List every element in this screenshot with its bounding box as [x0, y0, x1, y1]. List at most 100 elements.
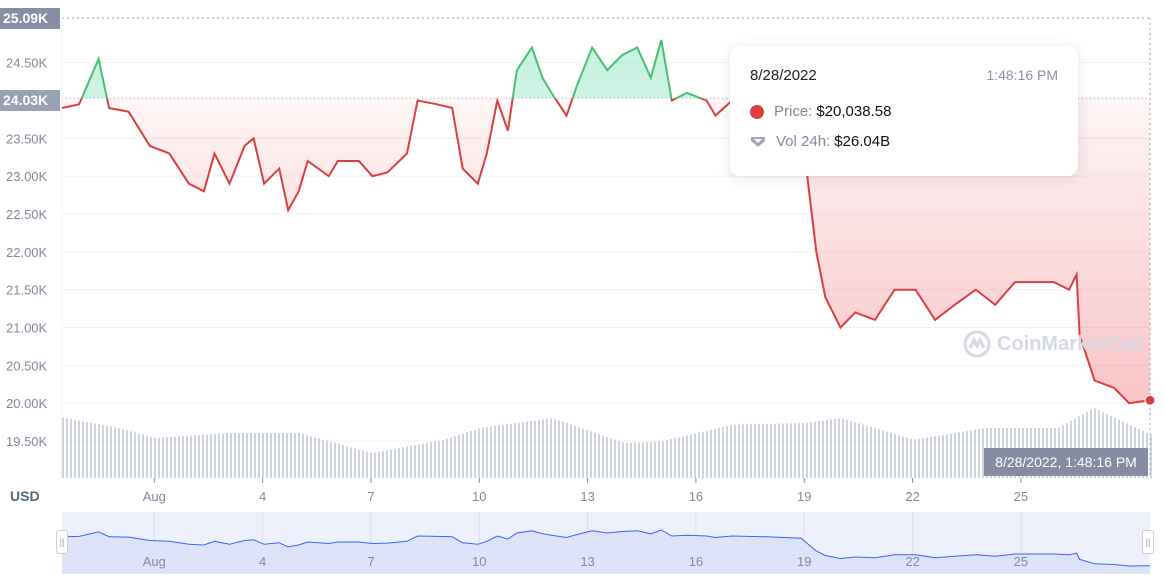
volume-bar	[670, 438, 672, 478]
volume-bar	[526, 421, 528, 478]
volume-bar	[874, 428, 876, 478]
navigator-tick-label: 19	[797, 554, 811, 569]
volume-bar	[114, 427, 116, 478]
tooltip: 8/28/2022 1:48:16 PM Price: $20,038.58 V…	[730, 46, 1078, 176]
volume-bar	[338, 443, 340, 478]
volume-bar	[150, 436, 152, 478]
volume-bar	[618, 441, 620, 478]
volume-bar	[314, 437, 316, 478]
volume-bar	[250, 433, 252, 478]
volume-bar	[654, 441, 656, 478]
volume-bar	[650, 441, 652, 478]
volume-bar	[298, 433, 300, 478]
volume-bar	[882, 430, 884, 478]
volume-bar	[346, 446, 348, 478]
tooltip-volume-row: Vol 24h: $26.04B	[750, 133, 890, 150]
volume-bar	[538, 419, 540, 478]
volume-bar	[958, 432, 960, 478]
y-tick-label: 23.50K	[6, 131, 48, 146]
volume-bar	[846, 419, 848, 478]
volume-bar	[714, 428, 716, 478]
volume-bar	[470, 430, 472, 478]
volume-bar	[546, 418, 548, 478]
navigator-tick-label: 4	[259, 554, 266, 569]
coinmarketcap-logo-icon	[963, 330, 991, 358]
volume-bar	[578, 427, 580, 478]
navigator-right-handle[interactable]: ||	[1142, 530, 1154, 554]
volume-bar	[214, 433, 216, 478]
volume-label: Vol 24h:	[776, 133, 831, 150]
volume-bar	[386, 450, 388, 478]
volume-bar	[474, 429, 476, 478]
volume-bar	[118, 427, 120, 478]
volume-bar	[294, 433, 296, 478]
volume-bar	[974, 429, 976, 478]
navigator-left-handle[interactable]: ||	[56, 530, 68, 554]
volume-bar	[486, 427, 488, 478]
volume-bar	[514, 423, 516, 478]
y-tick-label: 21.00K	[6, 320, 48, 335]
volume-bar	[410, 445, 412, 478]
volume-bar	[530, 420, 532, 478]
y-max-label: 25.09K	[0, 8, 60, 29]
volume-bar	[694, 433, 696, 478]
volume-bar	[390, 449, 392, 478]
x-tick-label: 25	[1014, 489, 1028, 504]
navigator-line	[61, 529, 1151, 567]
volume-bar	[834, 418, 836, 478]
volume-bar	[174, 436, 176, 478]
tooltip-price-row: Price: $20,038.58	[750, 103, 891, 120]
y-tick-label: 23.00K	[6, 169, 48, 184]
volume-bar	[890, 432, 892, 478]
volume-bar	[870, 426, 872, 478]
volume-bar	[262, 433, 264, 478]
volume-bar	[190, 435, 192, 478]
volume-bar	[666, 439, 668, 478]
volume-bar	[146, 435, 148, 478]
volume-bar	[362, 450, 364, 478]
volume-bar	[134, 432, 136, 478]
volume-shield-icon	[751, 136, 765, 147]
volume-bar	[90, 422, 92, 478]
volume-bar	[858, 423, 860, 478]
volume-bar	[586, 429, 588, 478]
volume-bar	[398, 448, 400, 478]
volume-bar	[494, 425, 496, 478]
volume-bar	[394, 448, 396, 478]
volume-bar	[830, 419, 832, 478]
volume-bar	[722, 426, 724, 478]
volume-bar	[1114, 417, 1116, 478]
volume-bar	[1150, 434, 1152, 478]
volume-bar	[506, 424, 508, 478]
volume-bar	[366, 451, 368, 478]
x-tick-label: 19	[797, 489, 811, 504]
volume-bar	[510, 423, 512, 478]
volume-bar	[706, 430, 708, 478]
volume-bar	[490, 426, 492, 478]
volume-bar	[74, 419, 76, 478]
volume-bar	[574, 425, 576, 478]
volume-bar	[322, 439, 324, 478]
volume-bar	[334, 442, 336, 478]
volume-bar	[130, 431, 132, 478]
volume-bar	[70, 419, 72, 478]
volume-bar	[238, 433, 240, 478]
price-label: Price:	[774, 103, 813, 120]
x-tick-label: 10	[472, 489, 486, 504]
tooltip-date: 8/28/2022	[750, 67, 817, 84]
volume-bar	[326, 440, 328, 478]
volume-bar	[310, 436, 312, 478]
y-tick-label: 24.50K	[6, 56, 48, 71]
navigator-tick-label: 13	[580, 554, 594, 569]
volume-bar	[806, 422, 808, 478]
volume-bar	[502, 424, 504, 478]
volume-bar	[622, 442, 624, 478]
volume-bar	[1098, 410, 1100, 478]
navigator-tick-label: 7	[367, 554, 374, 569]
volume-bar	[422, 443, 424, 478]
volume-bar	[818, 421, 820, 478]
y-tick-label: 20.50K	[6, 358, 48, 373]
volume-bar	[698, 432, 700, 478]
volume-bar	[266, 433, 268, 478]
